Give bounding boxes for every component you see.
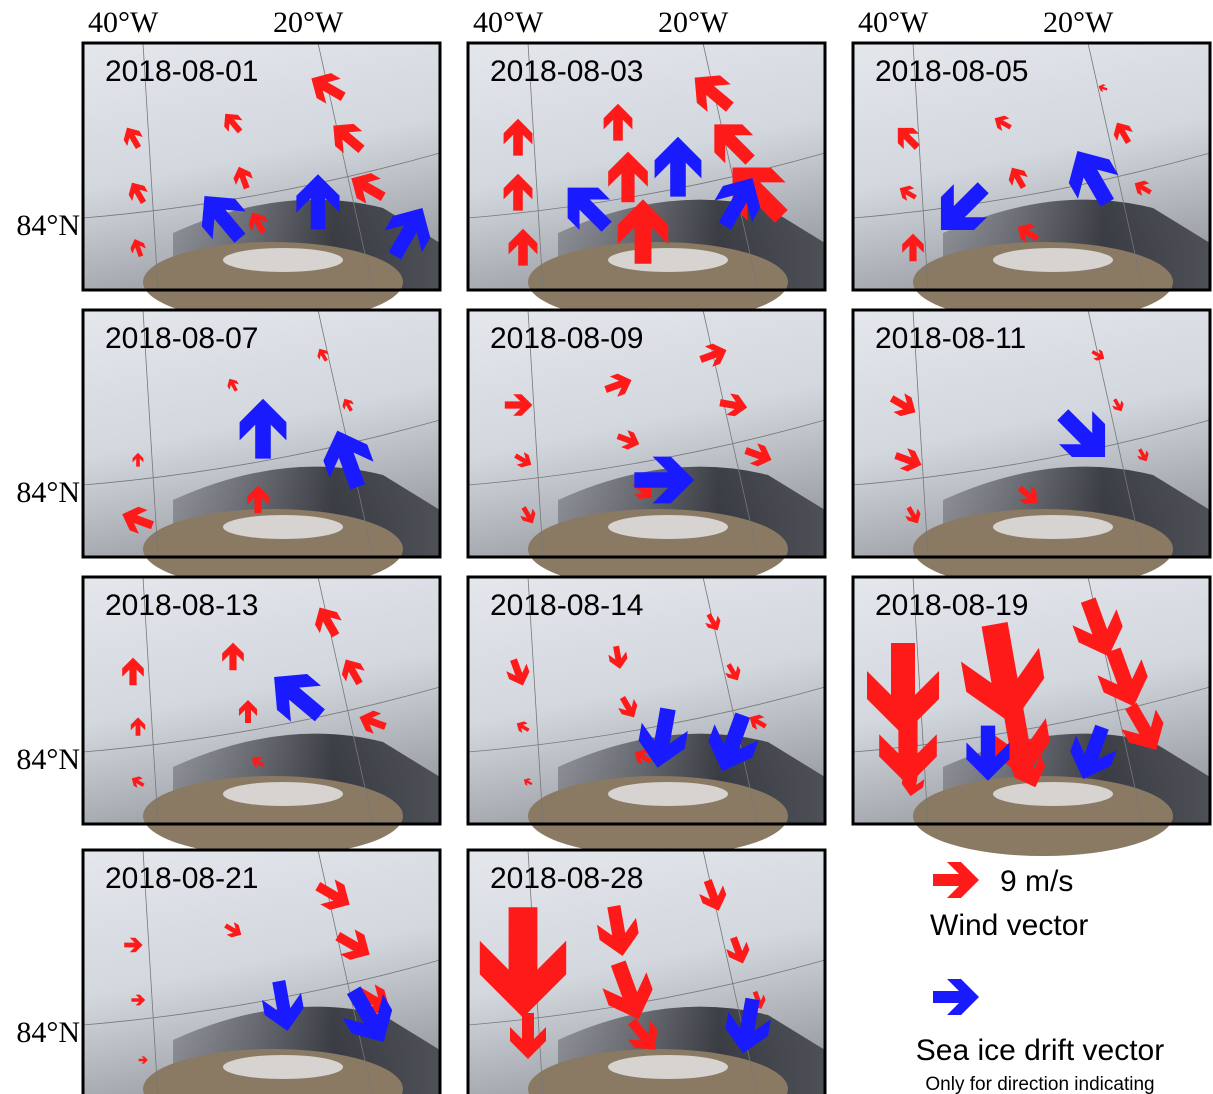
map-panel: 2018-08-07 <box>83 310 440 589</box>
lat-label: 84°N <box>16 209 80 242</box>
panel-date: 2018-08-21 <box>105 862 258 895</box>
map-panel: 2018-08-09 <box>468 310 825 589</box>
land-snow <box>993 782 1113 806</box>
map-panel: 2018-08-14 <box>468 577 825 856</box>
land-snow <box>993 248 1113 272</box>
land-snow <box>608 782 728 806</box>
drift-note: Only for direction indicating <box>925 1074 1154 1094</box>
land-snow <box>608 1055 728 1079</box>
page: 2018-08-01 2018-08-03 2018-08-05 2018-08-07… <box>0 0 1213 1094</box>
map-panel: 2018-08-19 <box>853 577 1210 856</box>
lat-label: 84°N <box>16 1016 80 1049</box>
lon-label: 40°W <box>858 6 929 39</box>
land-snow <box>223 782 343 806</box>
map-panel: 2018-08-11 <box>853 310 1210 589</box>
map-panel: 2018-08-28 <box>468 850 825 1094</box>
panel-date: 2018-08-13 <box>105 589 258 622</box>
lon-label: 20°W <box>1043 6 1114 39</box>
map-panel: 2018-08-13 <box>83 577 440 856</box>
lat-label: 84°N <box>16 476 80 509</box>
land-snow <box>223 1055 343 1079</box>
map-panel: 2018-08-03 <box>468 43 825 322</box>
wind-arrow-icon <box>933 862 979 898</box>
panel-date: 2018-08-03 <box>490 55 643 88</box>
panel-date: 2018-08-11 <box>875 322 1026 355</box>
lon-label: 20°W <box>273 6 344 39</box>
lon-label: 40°W <box>473 6 544 39</box>
land-snow <box>223 248 343 272</box>
land-snow <box>993 515 1113 539</box>
wind-scale: 9 m/s <box>1000 865 1073 898</box>
lon-label: 40°W <box>88 6 159 39</box>
panel-date: 2018-08-01 <box>105 55 258 88</box>
wind-label: Wind vector <box>930 909 1088 942</box>
figure: 2018-08-01 2018-08-03 2018-08-05 2018-08-07… <box>0 0 1213 1094</box>
map-panel: 2018-08-21 <box>83 850 440 1094</box>
panel-date: 2018-08-19 <box>875 589 1028 622</box>
land-snow <box>608 248 728 272</box>
map-panel: 2018-08-01 <box>83 43 441 322</box>
map-panel: 2018-08-05 <box>853 43 1210 322</box>
drift-arrow-icon <box>933 979 979 1015</box>
drift-label: Sea ice drift vector <box>916 1034 1164 1067</box>
panel-date: 2018-08-07 <box>105 322 258 355</box>
panel-date: 2018-08-14 <box>490 589 643 622</box>
panel-date: 2018-08-09 <box>490 322 643 355</box>
land-snow <box>223 515 343 539</box>
panel-date: 2018-08-28 <box>490 862 643 895</box>
legend: 9 m/s Wind vector Sea ice drift vector O… <box>916 862 1164 1094</box>
panel-date: 2018-08-05 <box>875 55 1028 88</box>
lon-label: 20°W <box>658 6 729 39</box>
lat-label: 84°N <box>16 743 80 776</box>
land-snow <box>608 515 728 539</box>
